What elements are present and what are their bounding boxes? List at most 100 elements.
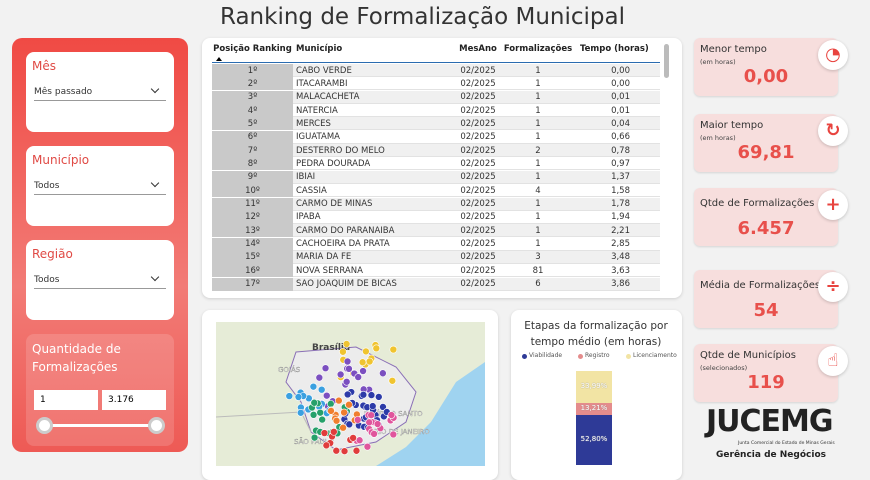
municipality-dot <box>310 398 319 407</box>
table-cell: 1 <box>535 239 541 250</box>
table-cell: 02/2025 <box>460 252 496 263</box>
table-cell: 2 <box>535 145 541 156</box>
slider-handle[interactable] <box>36 417 53 434</box>
municipality-dot <box>309 411 318 419</box>
table-cell: 0,78 <box>611 145 630 156</box>
logo-unit: Gerência de Negócios <box>716 450 826 460</box>
filter-dropdown[interactable]: Mês passado <box>34 87 166 101</box>
municipality-dot <box>354 373 363 381</box>
kpi-value: 6.457 <box>737 218 795 239</box>
filter-card <box>26 240 174 320</box>
slider-handle[interactable] <box>148 417 165 434</box>
rank-cell-bg <box>212 264 293 278</box>
rank-cell-bg <box>212 184 293 198</box>
table-cell: CABO VERDE <box>296 65 352 76</box>
municipality-dot <box>318 415 326 424</box>
municipality-dot <box>340 447 349 455</box>
table-cell: IPABA <box>296 212 321 223</box>
rank-cell-bg <box>212 224 293 238</box>
kpi-card <box>694 188 838 246</box>
municipality-dot <box>389 430 398 439</box>
legend-label: Viabilidade <box>529 352 563 359</box>
table-cell: 02/2025 <box>460 279 496 290</box>
table-cell: MERCES <box>296 118 331 129</box>
table-cell: IGUATAMA <box>296 132 340 143</box>
legend-label: Licenciamento <box>633 352 677 359</box>
range-max[interactable]: 3.176 <box>102 390 166 410</box>
logo-tagline: Junta Comercial do Estado de Minas Gerai… <box>738 441 835 446</box>
table-cell: 02/2025 <box>460 78 496 89</box>
municipality-dot <box>330 428 338 436</box>
table-row <box>212 210 660 224</box>
table-cell: 0,00 <box>611 78 630 89</box>
table-cell: CACHOEIRA DA PRATA <box>296 239 390 250</box>
municipality-dot <box>365 418 373 427</box>
municipality-dot <box>387 411 396 419</box>
table-cell: 1 <box>535 65 541 76</box>
table-row <box>212 197 660 211</box>
kpi-icon: ◔ <box>818 40 848 70</box>
table-cell: 1 <box>535 199 541 209</box>
municipality-dot <box>352 446 361 455</box>
municipality-dot <box>315 373 324 382</box>
value-label: 52,80% <box>580 435 608 444</box>
table-row <box>212 264 660 278</box>
table-cell: 1 <box>535 212 541 223</box>
filter-label: Mês <box>32 59 56 73</box>
filter-label: Região <box>32 247 73 261</box>
kpi-value: 54 <box>753 300 779 321</box>
range-label: Quantidade de Formalizações <box>32 342 121 374</box>
map-label: RIO DE JANEIRO <box>374 428 430 436</box>
municipality-dot <box>368 402 377 410</box>
municipality-dot <box>359 390 368 399</box>
municipality-dot <box>339 347 347 356</box>
table-cell: 14º <box>245 239 260 250</box>
municipality-dot <box>379 403 387 411</box>
table-cell: 7º <box>247 145 258 156</box>
table-cell: 12º <box>245 212 260 223</box>
column-header: Posição Ranking <box>213 44 292 54</box>
municipality-dot <box>332 446 341 455</box>
municipality-dot <box>388 376 397 385</box>
table-row <box>212 104 660 118</box>
table-cell: 1 <box>535 172 541 183</box>
table-row <box>212 250 660 264</box>
table-cell: 02/2025 <box>460 105 496 116</box>
table-cell: 1,37 <box>611 172 630 183</box>
table-cell: 0,04 <box>611 118 630 129</box>
table-cell: PEDRA DOURADA <box>296 158 371 169</box>
municipality-dot <box>343 390 352 399</box>
table-cell: 0,97 <box>611 158 630 169</box>
range-min[interactable]: 1 <box>34 390 98 410</box>
table-cell: 1 <box>535 105 541 116</box>
value-label: 13,21% <box>580 404 608 413</box>
municipality-dot <box>339 423 347 432</box>
table-cell: 02/2025 <box>460 158 496 169</box>
municipality-dot <box>335 396 343 405</box>
table-cell: MARIA DA FE <box>296 252 352 263</box>
rank-cell-bg <box>212 117 293 131</box>
municipality-dot <box>322 391 331 400</box>
municipality-dot <box>316 408 325 417</box>
municipality-dot <box>353 416 362 424</box>
kpi-subtitle: (em horas) <box>700 58 736 66</box>
filter-dropdown[interactable]: Todos <box>34 275 166 289</box>
table-cell: 02/2025 <box>460 118 496 129</box>
table-row <box>212 157 660 171</box>
table-cell: CASSIA <box>296 185 327 196</box>
municipality-dot <box>309 382 318 391</box>
table-cell: 1 <box>535 92 541 103</box>
kpi-card <box>694 114 838 172</box>
table-cell: CARMO DE MINAS <box>296 199 373 209</box>
scrollbar[interactable] <box>664 44 669 78</box>
kpi-value: 69,81 <box>737 142 795 163</box>
kpi-value: 0,00 <box>743 66 789 87</box>
municipality-dot <box>285 392 294 400</box>
filter-dropdown[interactable]: Todos <box>34 181 166 195</box>
kpi-card <box>694 270 838 328</box>
table-cell: 02/2025 <box>460 239 496 250</box>
rank-cell-bg <box>212 130 293 144</box>
municipality-dot <box>349 434 357 442</box>
sort-indicator <box>216 57 222 61</box>
